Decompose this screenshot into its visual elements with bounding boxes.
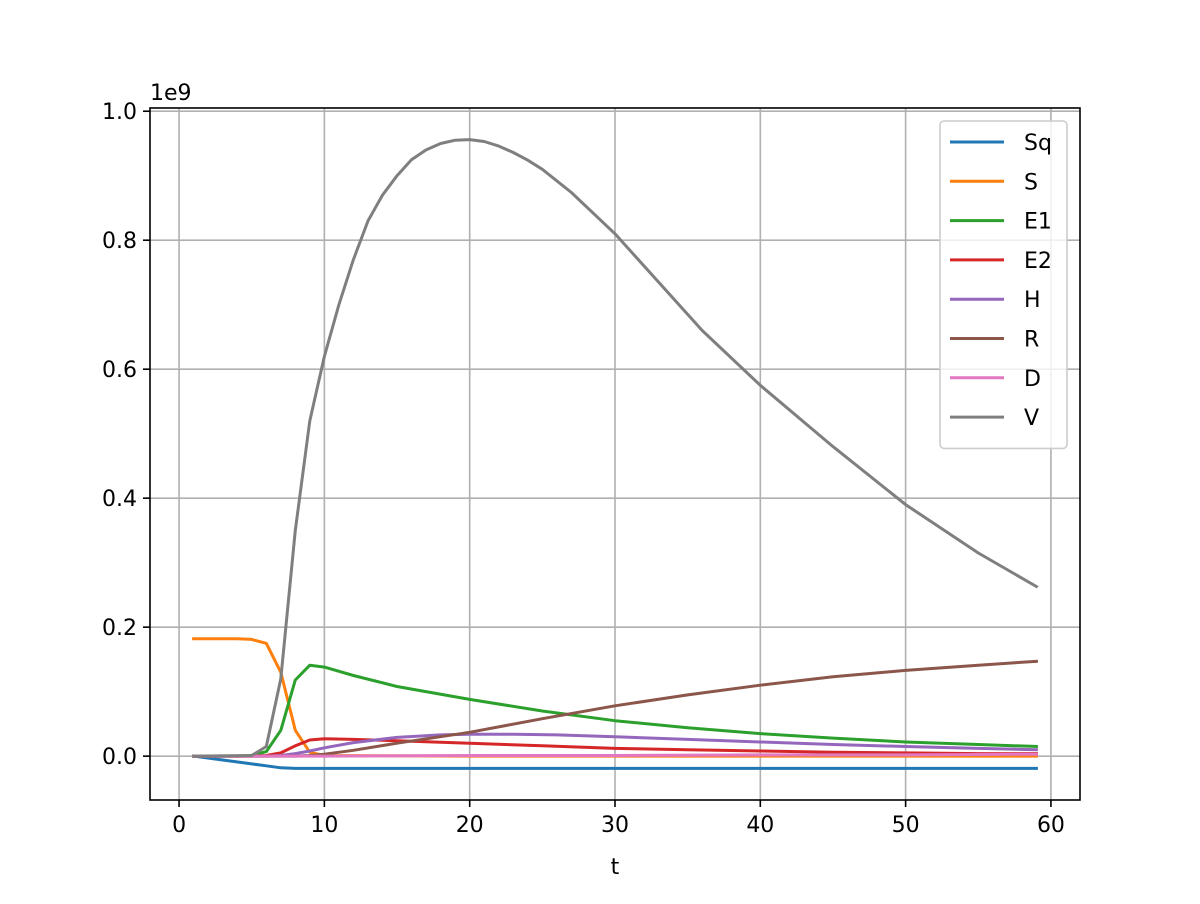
series-line-h [192, 732, 1038, 758]
grid [150, 108, 1080, 800]
series-lines [191, 138, 1039, 770]
legend-label-r: R [1024, 328, 1039, 353]
legend-label-e2: E2 [1024, 249, 1052, 274]
y-tick-label: 0.0 [102, 745, 137, 770]
y-tick-label: 0.4 [102, 487, 137, 512]
x-tick-label: 60 [1037, 813, 1065, 838]
x-tick-label: 40 [746, 813, 774, 838]
series-line-v [192, 138, 1039, 758]
legend-label-v: V [1024, 406, 1039, 431]
series-line-e2 [192, 737, 1038, 758]
legend-box [939, 120, 1068, 450]
legend-label-d: D [1024, 367, 1041, 392]
y-tick-label: 1.0 [102, 100, 137, 125]
x-tick-label: 30 [601, 813, 629, 838]
series-line-sq [191, 754, 1038, 770]
x-axis-label: t [611, 855, 620, 880]
y-tick-label: 0.8 [102, 229, 137, 254]
x-tick-label: 10 [310, 813, 338, 838]
legend-label-s: S [1024, 170, 1038, 195]
y-offset-label: 1e9 [150, 81, 192, 106]
legend-label-sq: Sq [1024, 131, 1052, 156]
x-tick-label: 50 [892, 813, 920, 838]
series-line-d [192, 752, 1038, 758]
y-tick-label: 0.2 [102, 616, 137, 641]
y-tick-label: 0.6 [102, 358, 137, 383]
legend-label-h: H [1024, 288, 1041, 313]
ticks: 0 10 20 30 40 50 60 0.0 0.2 0.4 0.6 0.8 1.0 [102, 100, 1065, 838]
x-tick-label: 20 [456, 813, 484, 838]
legend-label-e1: E1 [1024, 210, 1052, 235]
x-tick-label: 0 [172, 813, 186, 838]
series-line-e1 [192, 663, 1038, 758]
